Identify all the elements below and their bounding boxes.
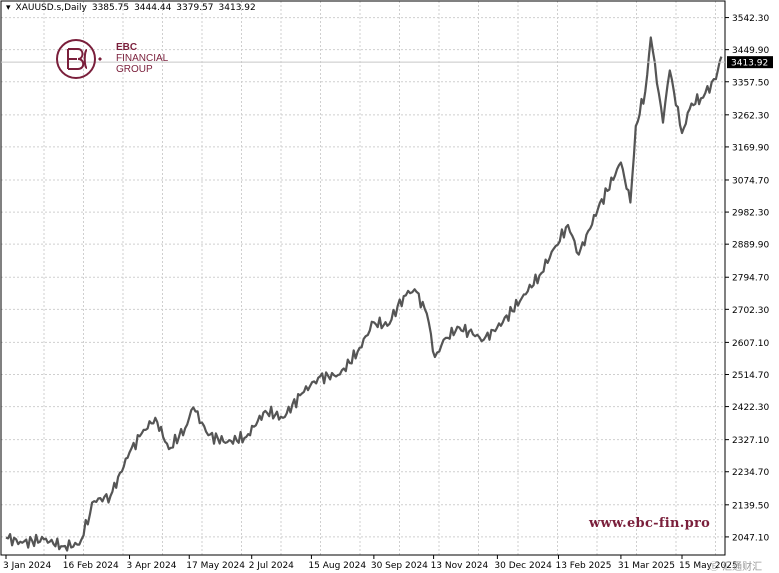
y-tick-label: 2234.70: [732, 468, 769, 478]
y-tick-label: 2139.50: [732, 501, 769, 511]
current-price-label: 3413.92: [731, 59, 768, 69]
chart-header: ▾ XAUUSD.s,Daily 3385.75 3444.44 3379.57 3413…: [6, 3, 261, 13]
x-tick-label: 15 May 2025: [679, 561, 738, 571]
x-tick-label: 3 Apr 2024: [127, 561, 177, 571]
logo-line3: GROUP: [116, 64, 153, 75]
corner-watermark: Ⓔ 汇通财汇: [709, 562, 763, 573]
open-value: 3385.75: [91, 3, 130, 13]
ebc-logo-icon: [56, 39, 102, 79]
current-price-box: [727, 56, 773, 69]
logo-line2: FINANCIAL: [116, 53, 169, 64]
y-tick-label: 3169.90: [732, 143, 769, 153]
y-tick-label: 3357.50: [732, 78, 769, 88]
y-tick-label: 3262.30: [732, 111, 769, 121]
x-tick-label: 3 Jan 2024: [3, 561, 51, 571]
price-series-line: [5, 36, 723, 552]
y-tick-label: 3449.90: [732, 46, 769, 56]
x-tick-label: 17 May 2024: [186, 561, 245, 571]
y-tick-label: 2889.90: [732, 241, 769, 251]
x-tick-label: 2 Jul 2024: [249, 561, 294, 571]
x-tick-label: 31 Mar 2025: [618, 561, 675, 571]
y-tick-label: 3074.70: [732, 176, 769, 186]
x-tick-label: 13 Nov 2024: [431, 561, 489, 571]
plot-frame: [0, 0, 726, 556]
y-tick-label: 2422.30: [732, 403, 769, 413]
header-icon: ▾: [6, 3, 11, 13]
high-value: 3444.44: [134, 3, 172, 13]
y-tick-label: 2327.10: [732, 436, 769, 446]
ebc-logo: EBC FINANCIAL GROUP: [56, 38, 186, 80]
y-tick-label: 2514.70: [732, 371, 769, 381]
logo-line1: EBC: [116, 42, 138, 53]
symbol-label: XAUUSD.s,Daily: [15, 3, 87, 13]
y-tick-label: 2982.30: [732, 209, 769, 219]
x-tick-label: 30 Dec 2024: [494, 561, 552, 571]
y-tick-label: 2607.10: [732, 339, 769, 349]
close-value: 3413.92: [218, 3, 256, 13]
y-tick-label: 2794.70: [732, 274, 769, 284]
x-tick-label: 30 Sep 2024: [371, 561, 428, 571]
x-tick-label: 13 Feb 2025: [555, 561, 611, 571]
y-tick-label: 2702.30: [732, 306, 769, 316]
x-tick-label: 16 Feb 2024: [63, 561, 119, 571]
low-value: 3379.57: [176, 3, 214, 13]
x-tick-label: 15 Aug 2024: [308, 561, 366, 571]
website-watermark: www.ebc-fin.pro: [589, 516, 711, 531]
y-tick-label: 3542.30: [732, 14, 769, 24]
y-tick-label: 2047.10: [732, 533, 769, 543]
